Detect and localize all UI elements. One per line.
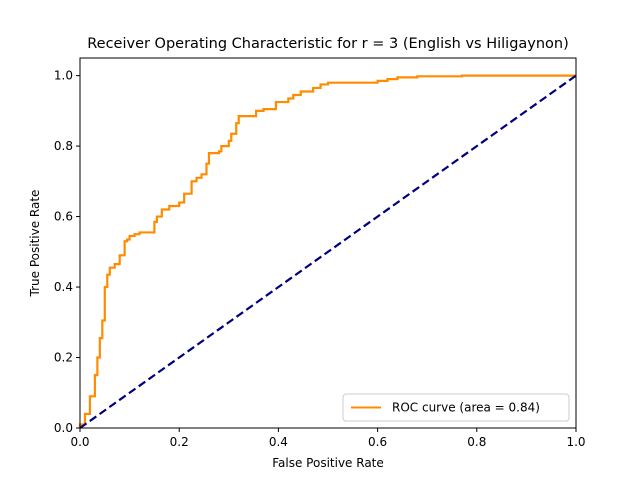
x-tick-label: 0.8 bbox=[467, 435, 486, 449]
y-axis-label: True Positive Rate bbox=[28, 190, 42, 298]
y-tick-label: 0.2 bbox=[54, 351, 73, 365]
x-axis-label: False Positive Rate bbox=[272, 456, 384, 470]
legend-box bbox=[342, 393, 570, 422]
legend-label-roc: ROC curve (area = 0.84) bbox=[392, 401, 540, 415]
x-tick-label: 0.4 bbox=[269, 435, 288, 449]
y-tick-label: 0.0 bbox=[54, 421, 73, 435]
y-tick-label: 1.0 bbox=[54, 69, 73, 83]
y-tick-label: 0.8 bbox=[54, 139, 73, 153]
y-tick-label: 0.4 bbox=[54, 280, 73, 294]
x-tick-label: 0.6 bbox=[368, 435, 387, 449]
y-axis-ticks: 0.0 0.2 0.4 0.6 0.8 1.0 bbox=[54, 69, 80, 435]
x-tick-label: 1.0 bbox=[566, 435, 585, 449]
chart-title: Receiver Operating Characteristic for r … bbox=[87, 36, 569, 52]
plot-frame bbox=[79, 57, 577, 429]
x-tick-label: 0.2 bbox=[170, 435, 189, 449]
plot-area bbox=[80, 58, 576, 428]
x-tick-label: 0.0 bbox=[70, 435, 89, 449]
legend: ROC curve (area = 0.84) bbox=[342, 393, 570, 422]
series-layer bbox=[78, 74, 577, 429]
roc-curve-line bbox=[78, 74, 576, 428]
x-axis-ticks: 0.0 0.2 0.4 0.6 0.8 1.0 bbox=[70, 428, 586, 449]
chance-diagonal-line bbox=[79, 74, 577, 429]
y-tick-label: 0.6 bbox=[54, 210, 73, 224]
